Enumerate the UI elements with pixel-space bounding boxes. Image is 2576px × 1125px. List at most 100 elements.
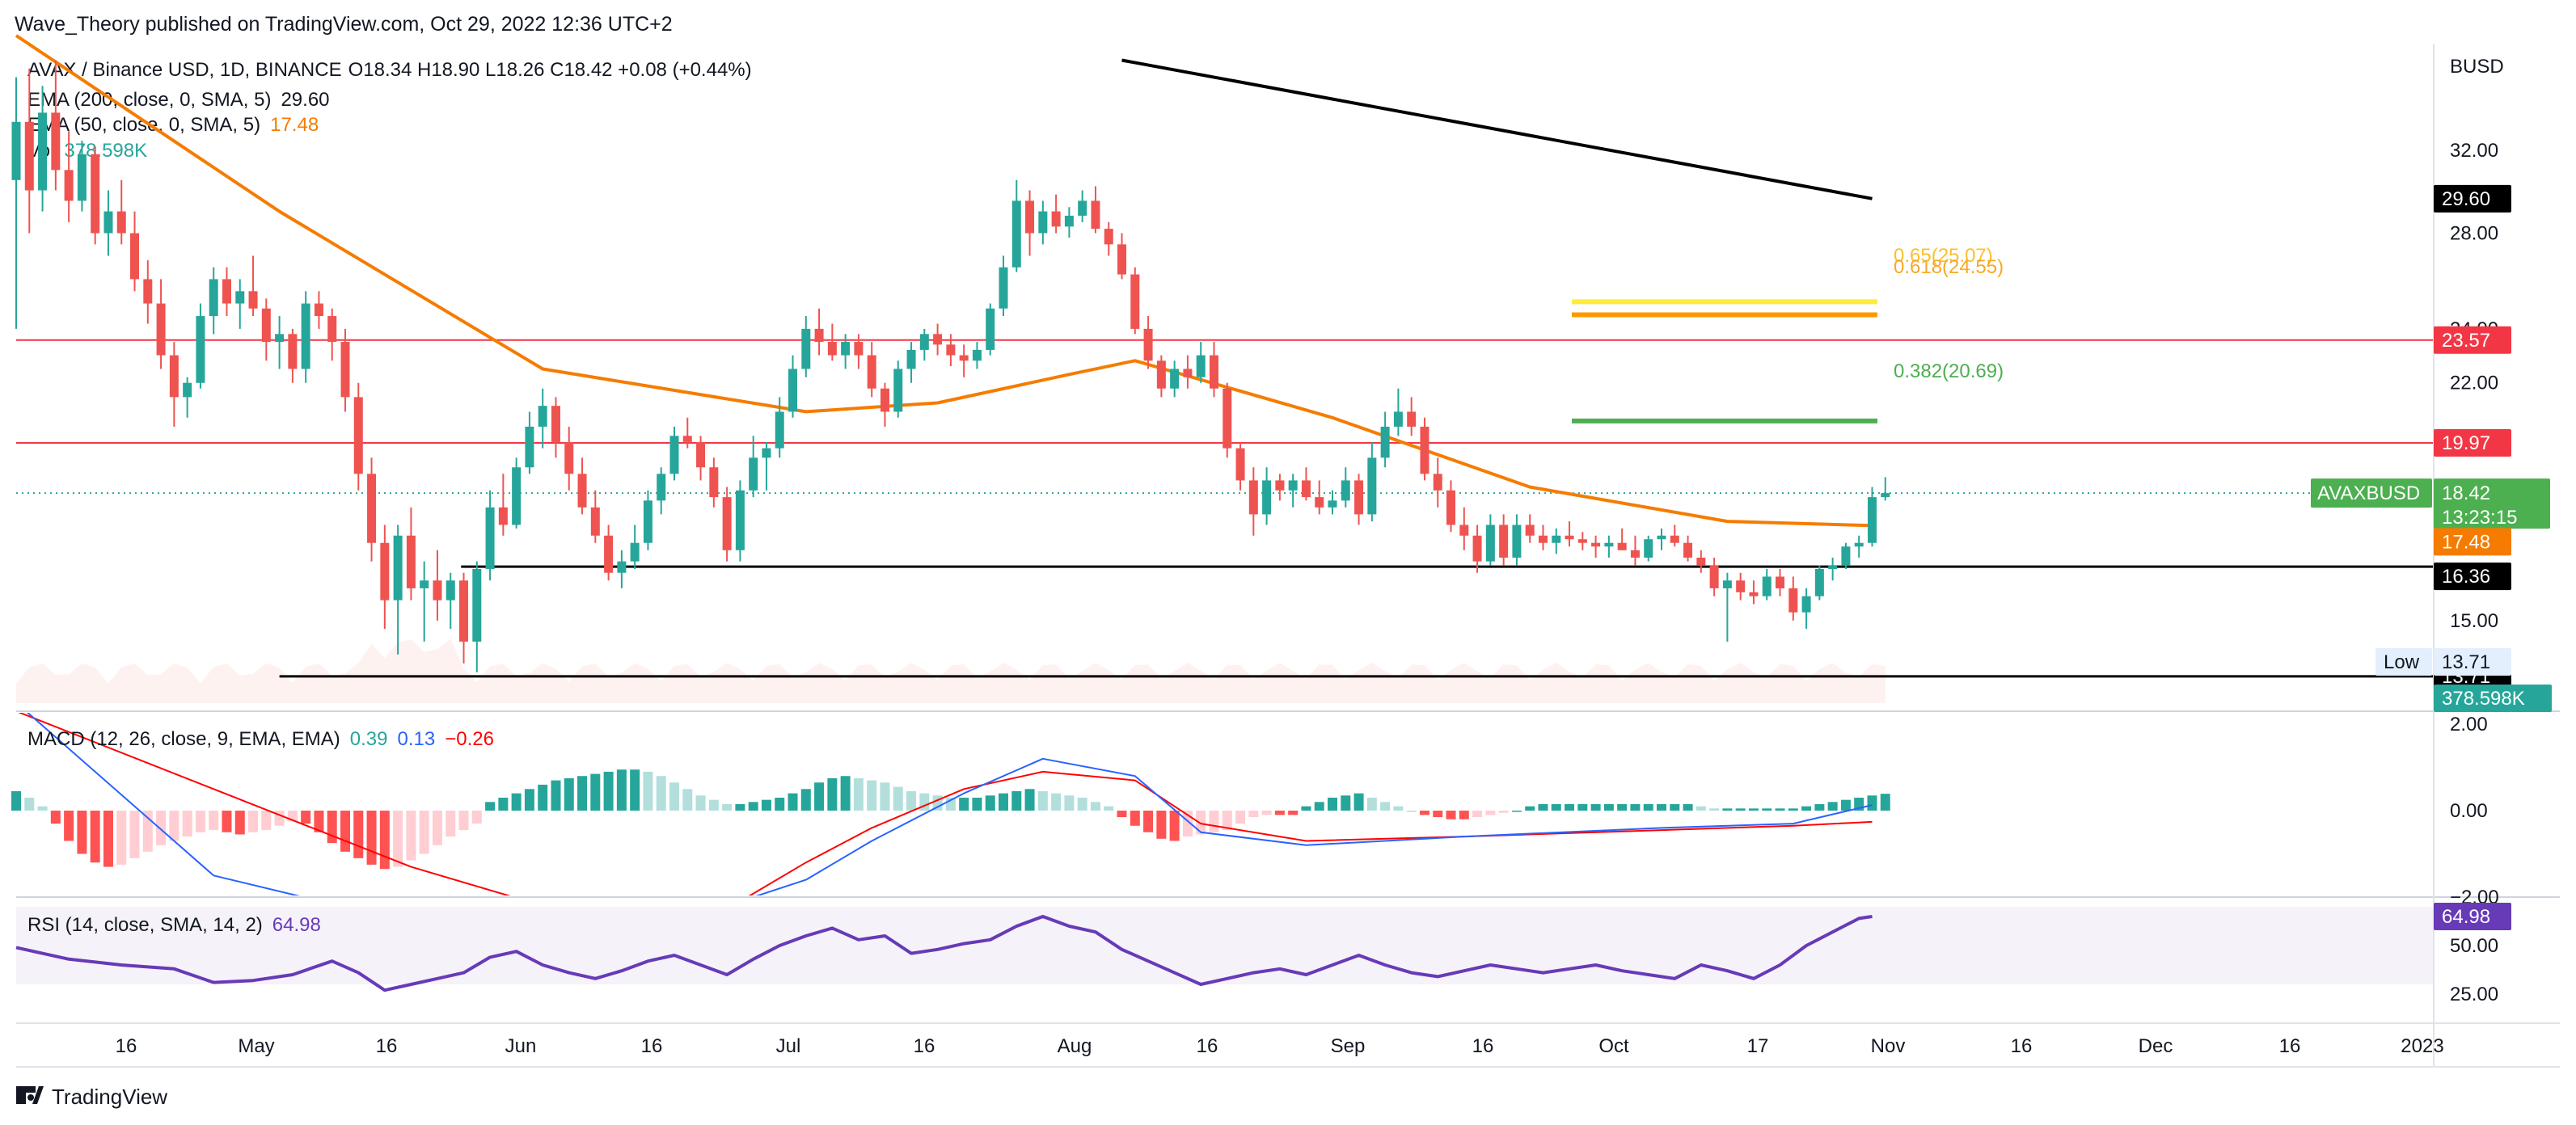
macd-bar (446, 811, 456, 837)
candle (314, 291, 323, 329)
candle (1328, 490, 1337, 515)
candle (1130, 267, 1140, 335)
macd-bar (1498, 811, 1509, 813)
candle-body (1196, 355, 1206, 377)
macd-pane[interactable] (11, 702, 1890, 923)
macd-bar (643, 771, 653, 811)
macd-bar (182, 811, 192, 837)
candle-body (919, 334, 929, 350)
candle (11, 77, 21, 329)
candle (301, 291, 310, 383)
ema200-badge: 29.60 (2442, 188, 2490, 210)
macd-bar (867, 780, 877, 811)
sup1-badge: 16.36 (2442, 566, 2490, 588)
time-tick-label: 2023 (2401, 1035, 2443, 1057)
candle-body (393, 535, 403, 600)
candle (64, 131, 74, 222)
macd-bar (1840, 799, 1851, 811)
candle (1051, 194, 1061, 234)
candle (1657, 528, 1666, 550)
candle (1683, 535, 1693, 562)
candle (1722, 572, 1732, 642)
macd-bar (1419, 811, 1429, 815)
macd-bar (1801, 806, 1812, 811)
candle (735, 480, 745, 562)
candle-body (986, 308, 995, 350)
time-tick-label: Jul (776, 1035, 801, 1057)
macd-bar (1538, 804, 1548, 811)
candle (1644, 535, 1653, 562)
candle-body (1262, 480, 1272, 515)
macd-tick-label: 0.00 (2450, 800, 2488, 822)
macd-bar (222, 811, 232, 832)
candle (1841, 542, 1851, 570)
candle (235, 279, 245, 329)
candle (209, 267, 218, 335)
candle-body (1512, 525, 1522, 558)
volume-shape (16, 638, 1886, 703)
candle (906, 342, 916, 383)
macd-line (26, 713, 1873, 895)
macd-bar (1341, 795, 1351, 811)
macd-bar (353, 811, 364, 858)
macd-bar (1314, 802, 1324, 811)
time-tick-label: Aug (1058, 1035, 1092, 1057)
candle-body (841, 342, 851, 356)
macd-bar (24, 797, 35, 811)
candle-body (788, 369, 798, 412)
macd-bar (1670, 804, 1680, 811)
macd-bar (1064, 795, 1075, 811)
candle (1552, 528, 1561, 554)
candle (1577, 532, 1587, 550)
candle-body (1143, 328, 1153, 361)
candle-body (972, 349, 982, 361)
candle-body (91, 154, 100, 234)
macd-bar (327, 811, 337, 844)
candle-body (1854, 542, 1864, 547)
candle-body (1881, 493, 1890, 498)
candle-body (1472, 535, 1482, 562)
candle-body (209, 279, 218, 317)
macd-bar (840, 776, 851, 811)
candle (353, 382, 363, 491)
macd-bar (985, 795, 995, 811)
macd-bar (616, 769, 627, 811)
candle-body (682, 436, 692, 442)
candle (261, 298, 271, 361)
macd-histogram (11, 769, 1890, 870)
macd-bar (1037, 790, 1048, 811)
time-tick-label: 16 (376, 1035, 398, 1057)
candle (393, 525, 403, 655)
candle-body (880, 388, 889, 412)
candle-body (749, 457, 758, 491)
candle (196, 303, 205, 389)
macd-bar (1511, 811, 1522, 812)
candle (327, 308, 337, 361)
candle-body (446, 580, 455, 600)
candle (1038, 200, 1048, 245)
candle (1696, 550, 1706, 573)
candle-body (116, 211, 126, 234)
macd-bar (406, 811, 416, 861)
macd-bar (458, 811, 469, 831)
candle-body (564, 441, 574, 474)
macd-bar (103, 811, 113, 867)
candle-body (775, 411, 784, 449)
time-axis[interactable]: 16 May 16 Jun 16 Jul 16 Aug 16 Sep 16 Oct 17 Nov 16 Dec… (116, 1035, 2444, 1057)
rsi-pane[interactable] (15, 907, 2434, 992)
macd-bar (129, 811, 140, 858)
macd-bar (972, 797, 982, 811)
candle (867, 342, 876, 398)
candle (91, 146, 100, 245)
candle (1301, 467, 1311, 501)
candle-body (1011, 200, 1021, 268)
symbol-title: AVAX / Binance USD, 1D, BINANCE (27, 59, 342, 81)
candle-body (801, 328, 811, 369)
macd-bar (761, 799, 771, 811)
price-pane[interactable] (11, 34, 2435, 703)
macd-legend: MACD (12, 26, close, 9, EMA, EMA) 0.39 0.1… (27, 728, 494, 750)
candle-body (709, 467, 719, 498)
macd-bar (603, 771, 614, 811)
macd-bar (1788, 808, 1798, 811)
